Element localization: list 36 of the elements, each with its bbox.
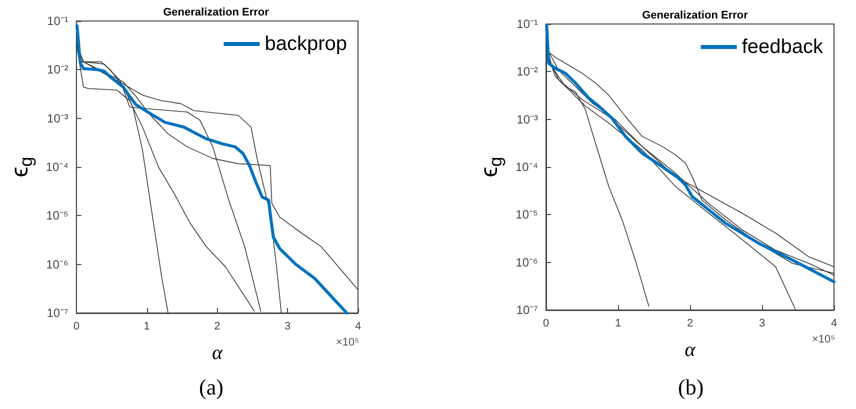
chart-title: Generalization Error xyxy=(163,6,270,18)
text: ×10⁵ xyxy=(812,334,836,346)
x-tick-label: 1 xyxy=(144,320,150,332)
y-axis-title: ϵg xyxy=(476,156,506,178)
legend-label: feedback xyxy=(742,36,824,58)
y-tick-label: 10⁻⁷ xyxy=(516,303,538,317)
x-tick-label: 4 xyxy=(354,320,362,332)
y-tick-label: 10⁻¹ xyxy=(516,17,538,31)
x-axis-title: α xyxy=(684,339,696,361)
y-tick-label: 10⁻³ xyxy=(516,112,538,126)
legend-label: backprop xyxy=(264,33,348,55)
y-tick-label: 10⁻⁵ xyxy=(516,208,538,222)
y-tick-label: 10⁻³ xyxy=(47,111,68,126)
y-tick-label: 10⁻⁶ xyxy=(516,255,538,270)
y-tick-label: 10⁻⁴ xyxy=(515,160,538,174)
x-tick-label: 3 xyxy=(284,320,291,332)
x-tick-label: 0 xyxy=(73,320,80,332)
x-tick-label: 2 xyxy=(214,320,220,332)
text: (b) xyxy=(678,374,704,400)
x-tick-label: 1 xyxy=(614,318,622,330)
y-tick-label: 10⁻² xyxy=(516,64,538,79)
text: ×10⁵ xyxy=(336,336,360,348)
chart-title: Generalization Error xyxy=(642,10,749,22)
x-tick-label: 4 xyxy=(830,318,838,330)
y-tick-label: 10⁻⁴ xyxy=(46,160,68,174)
y-tick-label: 10⁻⁵ xyxy=(46,208,68,223)
y-tick-label: 10⁻⁶ xyxy=(46,257,68,272)
y-tick-label: 10⁻⁷ xyxy=(46,306,68,320)
y-tick-label: 10⁻¹ xyxy=(47,14,68,28)
x-tick-label: 2 xyxy=(686,318,694,330)
x-tick-label: 3 xyxy=(758,318,766,330)
y-axis-title: ϵg xyxy=(6,156,36,178)
y-tick-label: 10⁻² xyxy=(47,62,68,77)
text: (a) xyxy=(199,374,224,400)
x-tick-label: 0 xyxy=(542,318,550,330)
x-axis-title: α xyxy=(212,342,223,364)
